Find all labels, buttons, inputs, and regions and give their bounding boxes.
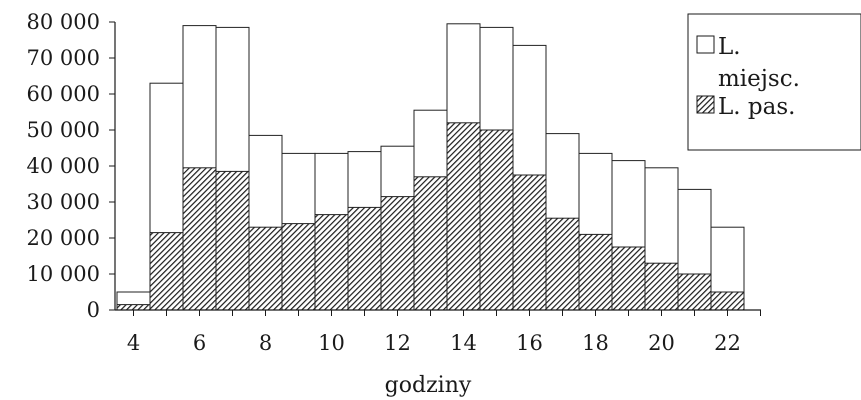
x-tick-label: 4 [127,331,140,355]
y-tick-label: 60 000 [27,82,100,106]
x-ticks-group: 4 6 8 10 12 14 16 18 20 22 [127,310,761,355]
bar-pas-h19 [611,246,646,311]
bar-pas-h15 [479,129,514,311]
x-tick-label: 14 [450,331,477,355]
y-tick-label: 50 000 [27,118,100,142]
bar-pas-h9 [281,223,316,311]
y-tick-label: 20 000 [27,226,100,250]
bar-pas-h6 [182,167,217,311]
x-tick-label: 8 [259,331,272,355]
bar-pas-h18 [578,233,613,311]
bar-pas-h10 [314,214,349,311]
legend-swatch-pas [696,95,715,114]
y-ticks-group: 0 10 000 20 000 30 000 40 000 50 000 60 000 70 … [27,10,115,322]
bar-pas-h8 [248,226,283,311]
bar-pas-h21 [677,273,712,311]
bar-pas-h16 [512,174,547,311]
bar-pas-h20 [644,262,679,311]
x-tick-label: 12 [384,331,411,355]
bar-pas-h13 [413,176,448,311]
x-tick-label: 18 [582,331,609,355]
x-axis-label: godziny [385,373,472,398]
legend-label-pas: L. pas. [718,94,795,120]
legend: L. miejsc. L. pas. [687,13,861,151]
bars-group [116,23,745,311]
bar-pas-h22 [710,291,745,311]
bar-pas-h5 [149,232,184,311]
y-tick-label: 80 000 [27,10,100,34]
bar-pas-h12 [380,196,415,311]
legend-swatch-miejsc [696,35,715,54]
y-tick-label: 40 000 [27,154,100,178]
bar-pas-h14 [446,122,481,311]
legend-label-miejsc-line1: L. [718,34,741,60]
y-tick-label: 70 000 [27,46,100,70]
y-tick-label: 10 000 [27,262,100,286]
x-tick-label: 6 [193,331,206,355]
y-tick-label: 0 [87,298,100,322]
x-tick-label: 20 [648,331,675,355]
bar-pas-h4 [116,304,151,311]
x-tick-label: 22 [714,331,741,355]
x-tick-label: 10 [318,331,345,355]
bar-pas-h7 [215,170,250,311]
x-tick-label: 16 [516,331,543,355]
legend-label-miejsc-line2: miejsc. [718,66,800,92]
legend-box [687,13,861,151]
bar-pas-h11 [347,206,382,311]
bar-pas-h17 [545,217,580,311]
y-tick-label: 30 000 [27,190,100,214]
